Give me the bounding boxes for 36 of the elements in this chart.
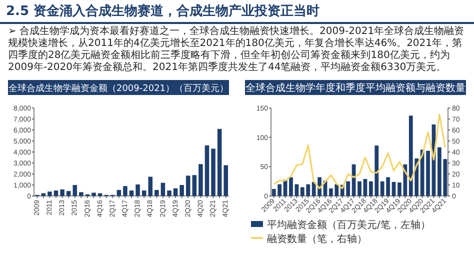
bar [72, 185, 78, 196]
bar [154, 190, 159, 196]
bar [217, 128, 222, 196]
bar [48, 192, 52, 196]
line-series [273, 114, 446, 190]
bar [198, 164, 203, 196]
bar [186, 176, 190, 196]
bar [129, 190, 134, 196]
bar [358, 181, 362, 196]
bar [211, 148, 216, 196]
bar [204, 145, 210, 196]
bar [142, 190, 146, 196]
bar [54, 190, 58, 196]
bar [192, 175, 197, 196]
bar [173, 188, 178, 196]
bar [79, 192, 84, 196]
legend-label: 平均融资金额（百万美元/笔，左轴） [267, 219, 430, 231]
text: 2.5 资金涌入合成生物赛道，合成生物产业投资正当时 [6, 2, 320, 20]
legend-label: 融资数量（笔，右轴） [267, 233, 367, 245]
bar [123, 186, 128, 196]
bar [289, 177, 293, 196]
bar [363, 178, 368, 196]
bar [66, 191, 71, 196]
bar [116, 190, 122, 196]
bar [136, 184, 140, 196]
bar [148, 176, 153, 196]
chart-title: 全球合成生物学融资金额（2009-2021）（百万美元） [8, 83, 229, 94]
bar [60, 189, 64, 196]
bar [180, 185, 184, 196]
bar [224, 165, 228, 196]
bar [92, 192, 96, 196]
bar [167, 190, 172, 196]
chart-title: 全球合成生物学年度和季度平均融资额与融资数量 [246, 82, 466, 94]
bar [426, 150, 430, 196]
text: ➢ 合成生物学成为资本最看好赛道之一，全球合成生物融资快速增长。2009-2021年全球合成生物融资规模快速增长，从2011年的4亿美元增长至2021年的180亿美元，年复合增长率达46%。2021年，第四季度的28亿美元融资金额相比前三季度略有下滑，但全年初创公司筹资金额来到180亿美元，约为2009年-2020年筹资金额总和。2021年第四季度共发生了44笔融资，平均融资金额6330万美元。 [8, 26, 466, 74]
bar [160, 182, 166, 196]
